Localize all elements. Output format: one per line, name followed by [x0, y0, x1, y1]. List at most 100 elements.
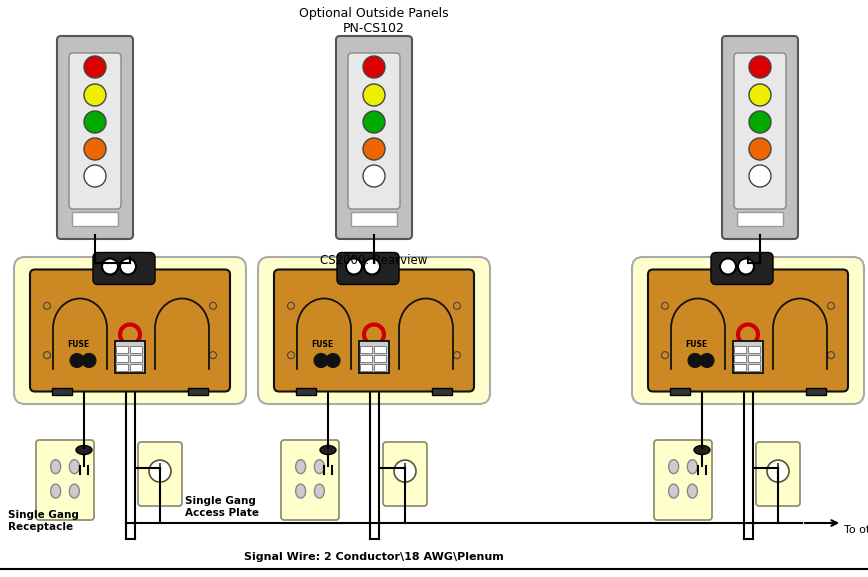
Bar	[374, 354, 386, 362]
Circle shape	[287, 351, 294, 359]
Text: Single Gang
Access Plate: Single Gang Access Plate	[185, 496, 259, 518]
Circle shape	[749, 84, 771, 106]
FancyBboxPatch shape	[69, 53, 121, 209]
Circle shape	[749, 56, 771, 78]
Ellipse shape	[694, 445, 710, 455]
FancyBboxPatch shape	[14, 257, 246, 404]
Circle shape	[363, 84, 385, 106]
Text: FUSE: FUSE	[67, 340, 89, 349]
Circle shape	[82, 354, 96, 368]
Ellipse shape	[296, 484, 306, 498]
Circle shape	[661, 351, 668, 359]
Circle shape	[84, 138, 106, 160]
Circle shape	[453, 351, 461, 359]
Ellipse shape	[668, 460, 679, 474]
FancyBboxPatch shape	[258, 257, 490, 404]
Bar	[748, 354, 760, 362]
Circle shape	[84, 56, 106, 78]
Circle shape	[738, 324, 758, 344]
FancyBboxPatch shape	[274, 269, 474, 392]
Ellipse shape	[320, 445, 336, 455]
Bar	[670, 388, 690, 395]
Bar	[351, 212, 397, 226]
Circle shape	[120, 324, 140, 344]
Circle shape	[84, 165, 106, 187]
Circle shape	[43, 351, 50, 359]
Text: Single Gang
Receptacle: Single Gang Receptacle	[8, 510, 79, 531]
Ellipse shape	[50, 460, 61, 474]
FancyBboxPatch shape	[281, 440, 339, 520]
Circle shape	[661, 302, 668, 309]
FancyBboxPatch shape	[711, 253, 773, 284]
Circle shape	[720, 258, 736, 275]
Ellipse shape	[687, 460, 697, 474]
Ellipse shape	[76, 445, 92, 455]
FancyBboxPatch shape	[648, 269, 848, 392]
Circle shape	[287, 302, 294, 309]
Bar	[130, 346, 142, 353]
Bar	[734, 354, 746, 362]
Circle shape	[149, 460, 171, 482]
Circle shape	[346, 258, 362, 275]
Bar	[360, 364, 372, 370]
Text: To other units.: To other units.	[844, 525, 868, 535]
Bar	[130, 364, 142, 370]
Circle shape	[827, 351, 834, 359]
Text: Optional Outside Panels: Optional Outside Panels	[299, 8, 449, 21]
Circle shape	[363, 138, 385, 160]
Bar	[116, 364, 128, 370]
Ellipse shape	[687, 484, 697, 498]
FancyBboxPatch shape	[93, 253, 155, 284]
Circle shape	[102, 258, 118, 275]
Bar	[359, 340, 389, 373]
Bar	[116, 346, 128, 353]
Text: FUSE: FUSE	[685, 340, 707, 349]
Circle shape	[364, 258, 380, 275]
FancyBboxPatch shape	[336, 36, 412, 239]
Text: PN-CS102: PN-CS102	[343, 21, 405, 35]
Circle shape	[749, 165, 771, 187]
Bar	[748, 364, 760, 370]
Ellipse shape	[314, 484, 325, 498]
Bar	[72, 212, 118, 226]
Circle shape	[326, 354, 340, 368]
Circle shape	[84, 84, 106, 106]
Circle shape	[84, 111, 106, 133]
Circle shape	[700, 354, 714, 368]
Ellipse shape	[69, 460, 79, 474]
FancyBboxPatch shape	[654, 440, 712, 520]
Bar	[116, 354, 128, 362]
Circle shape	[209, 302, 216, 309]
Ellipse shape	[296, 460, 306, 474]
FancyBboxPatch shape	[30, 269, 230, 392]
FancyBboxPatch shape	[383, 442, 427, 506]
Bar	[360, 354, 372, 362]
Bar	[115, 340, 145, 373]
Bar	[374, 346, 386, 353]
Circle shape	[43, 302, 50, 309]
FancyBboxPatch shape	[36, 440, 94, 520]
Circle shape	[209, 351, 216, 359]
Text: CS2000: Rearview: CS2000: Rearview	[320, 253, 428, 267]
Bar	[432, 388, 452, 395]
Bar	[748, 346, 760, 353]
Ellipse shape	[668, 484, 679, 498]
Text: Signal Wire: 2 Conductor\18 AWG\Plenum: Signal Wire: 2 Conductor\18 AWG\Plenum	[244, 552, 504, 562]
Ellipse shape	[50, 484, 61, 498]
Bar	[734, 364, 746, 370]
Bar	[734, 346, 746, 353]
Circle shape	[120, 258, 136, 275]
FancyBboxPatch shape	[722, 36, 798, 239]
Circle shape	[394, 460, 416, 482]
Bar	[733, 340, 763, 373]
Circle shape	[688, 354, 702, 368]
FancyBboxPatch shape	[138, 442, 182, 506]
Bar	[374, 364, 386, 370]
FancyBboxPatch shape	[632, 257, 864, 404]
Circle shape	[70, 354, 84, 368]
Circle shape	[827, 302, 834, 309]
Bar	[737, 212, 783, 226]
Circle shape	[363, 111, 385, 133]
Bar	[360, 346, 372, 353]
Circle shape	[363, 165, 385, 187]
